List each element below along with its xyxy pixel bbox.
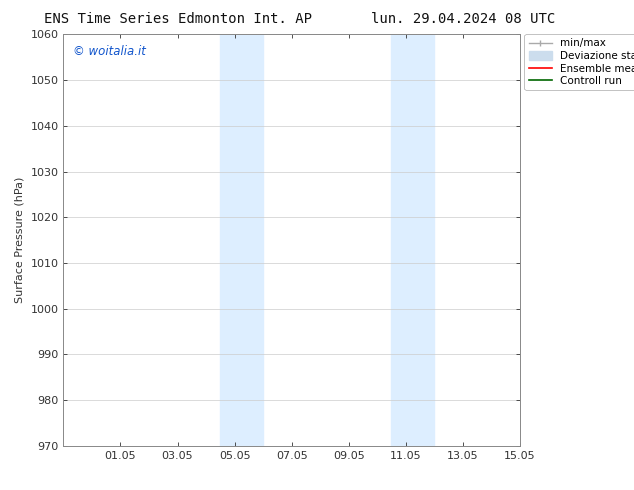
Bar (221, 34, 263, 446)
Bar (391, 34, 434, 446)
Legend: min/max, Deviazione standard, Ensemble mean run, Controll run: min/max, Deviazione standard, Ensemble m… (524, 34, 634, 91)
Text: © woitalia.it: © woitalia.it (72, 45, 145, 58)
Y-axis label: Surface Pressure (hPa): Surface Pressure (hPa) (15, 177, 25, 303)
Text: lun. 29.04.2024 08 UTC: lun. 29.04.2024 08 UTC (371, 12, 555, 26)
Text: ENS Time Series Edmonton Int. AP: ENS Time Series Edmonton Int. AP (44, 12, 311, 26)
